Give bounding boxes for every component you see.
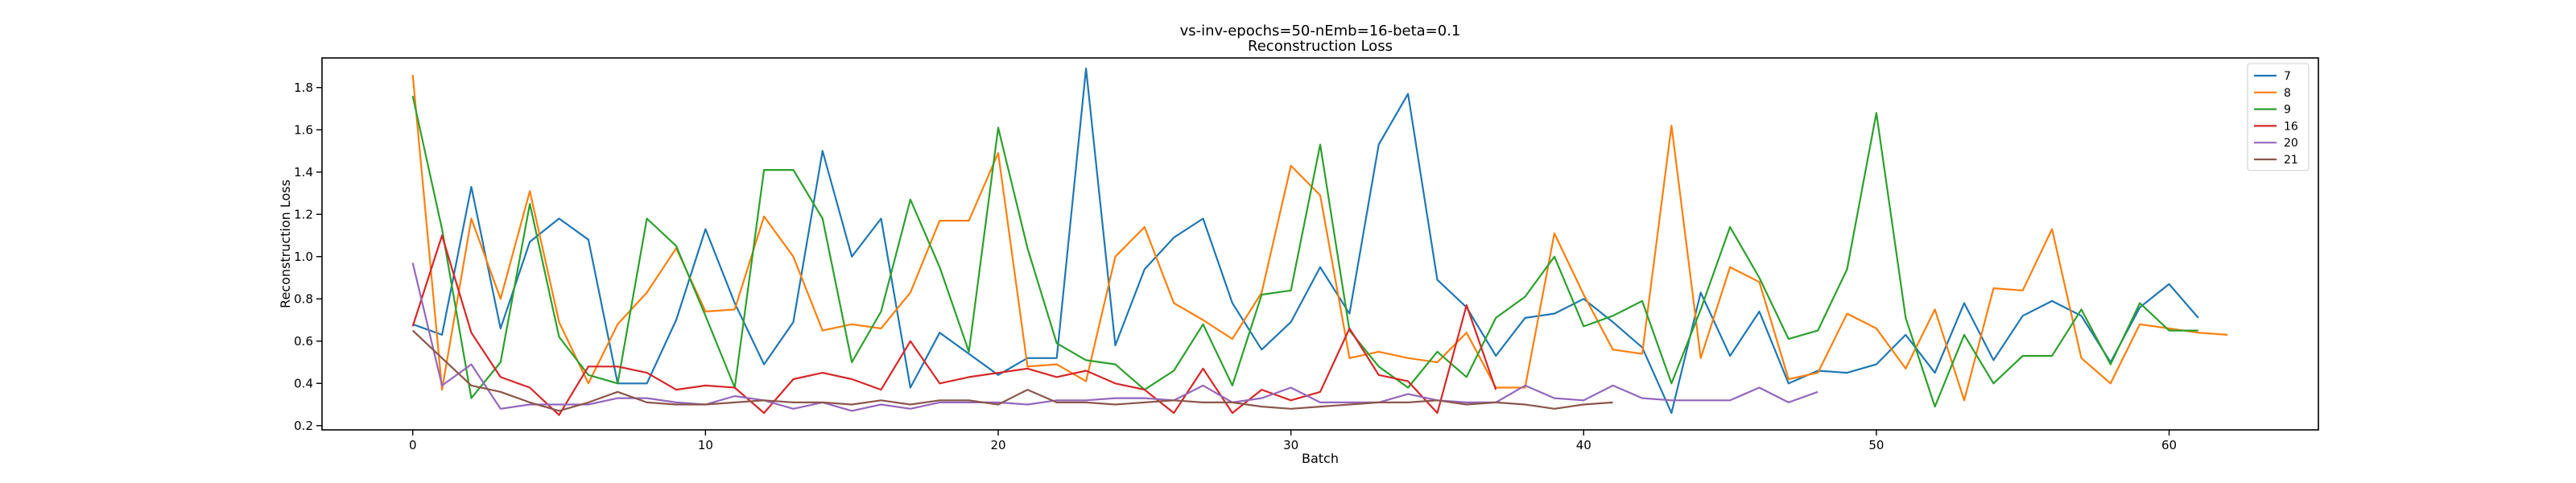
series-layer bbox=[411, 67, 2228, 416]
x-tick-label: 0 bbox=[409, 438, 417, 452]
x-tick-label: 60 bbox=[2161, 438, 2177, 452]
series-line-9 bbox=[411, 95, 2198, 408]
y-tick-label: 0.8 bbox=[294, 291, 313, 306]
y-tick-label: 0.4 bbox=[294, 376, 313, 390]
legend-label-8: 8 bbox=[2284, 87, 2291, 100]
series-line-16 bbox=[411, 234, 1497, 416]
x-tick-label: 40 bbox=[1576, 438, 1591, 452]
legend: 7 8 9 16 20 21 bbox=[2247, 63, 2310, 171]
plot-area bbox=[321, 57, 2319, 431]
legend-label-21: 21 bbox=[2284, 154, 2298, 167]
y-tick-label: 0.6 bbox=[294, 334, 313, 349]
y-tick-label: 1.2 bbox=[294, 207, 313, 221]
y-tick-label: 1.6 bbox=[294, 122, 313, 137]
legend-label-9: 9 bbox=[2284, 104, 2291, 117]
y-tick-label: 1.8 bbox=[294, 80, 313, 95]
x-axis-label: Batch bbox=[1302, 451, 1339, 466]
x-tick-label: 10 bbox=[698, 438, 713, 452]
axis-ticks: 0 10 20 30 40 50 60 0.2 0.4 0.6 0.8 1.0 1.2 1.4 1.6 1.8 bbox=[294, 80, 2177, 452]
x-tick-label: 50 bbox=[1868, 438, 1884, 452]
chart-subtitle: Reconstruction Loss bbox=[1248, 38, 1393, 55]
chart-title: vs-inv-epochs=50-nEmb=16-beta=0.1 bbox=[1180, 23, 1461, 39]
series-line-8 bbox=[411, 74, 2228, 402]
series-line-21 bbox=[411, 329, 1613, 412]
legend-label-7: 7 bbox=[2284, 70, 2291, 83]
y-axis-label: Reconstruction Loss bbox=[278, 180, 293, 308]
x-tick-label: 30 bbox=[1283, 438, 1298, 452]
series-line-7 bbox=[412, 67, 2199, 415]
legend-label-20: 20 bbox=[2284, 137, 2298, 150]
y-tick-label: 1.0 bbox=[294, 250, 313, 264]
x-tick-label: 20 bbox=[990, 438, 1005, 452]
series-line-20 bbox=[411, 262, 1818, 412]
y-tick-label: 1.4 bbox=[294, 165, 313, 180]
legend-label-16: 16 bbox=[2284, 120, 2298, 133]
y-tick-label: 0.2 bbox=[294, 419, 313, 433]
legend-box bbox=[2247, 63, 2310, 171]
